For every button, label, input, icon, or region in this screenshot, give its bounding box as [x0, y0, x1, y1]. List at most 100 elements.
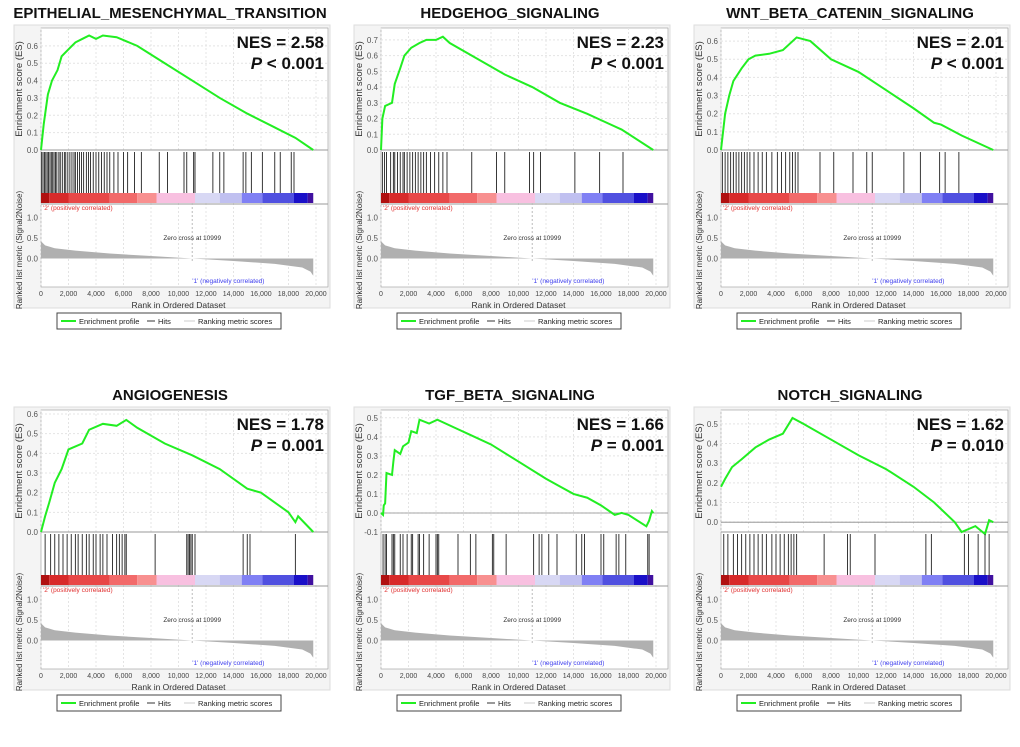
ranking-color-segment [449, 193, 478, 203]
p-value: < 0.001 [602, 54, 664, 73]
x-tick-label: 2,000 [740, 673, 758, 680]
ranking-color-segment [241, 575, 263, 585]
x-tick-label: 2,000 [740, 291, 758, 298]
x-tick-label: 16,000 [930, 673, 952, 680]
legend-hits-label: Hits [498, 317, 511, 326]
x-axis-label: Rank in Ordered Dataset [131, 300, 226, 310]
x-tick-label: 8,000 [142, 673, 160, 680]
legend-metric-label: Ranking metric scores [878, 699, 952, 708]
ranking-color-segment [496, 575, 535, 585]
ranking-color-segment [219, 575, 242, 585]
metric-tick-label: 0.5 [27, 234, 39, 243]
x-tick-label: 8,000 [142, 291, 160, 298]
metric-tick-label: 1.0 [27, 595, 39, 604]
p-symbol: P [591, 54, 603, 73]
ranking-color-segment [156, 575, 195, 585]
x-tick-label: 20,000 [985, 291, 1007, 298]
es-tick-label: 0.3 [707, 459, 719, 468]
x-tick-label: 20,000 [645, 291, 667, 298]
es-tick-label: 0.0 [27, 528, 39, 537]
x-axis-label: Rank in Ordered Dataset [811, 682, 906, 692]
x-tick-label: 10,000 [848, 291, 870, 298]
legend-box [736, 312, 962, 330]
x-tick-label: 10,000 [168, 291, 190, 298]
ranking-color-segment [602, 193, 634, 203]
x-tick-label: 18,000 [958, 673, 980, 680]
es-tick-label: 0.3 [27, 469, 39, 478]
chart-title: EPITHELIAL_MESENCHYMAL_TRANSITION [13, 5, 326, 22]
x-tick-label: 10,000 [508, 291, 530, 298]
ranking-color-segment [381, 193, 390, 203]
ranking-color-segment [748, 193, 790, 203]
negative-label: '1' (negatively correlated) [192, 278, 264, 285]
ranking-color-segment [449, 575, 478, 585]
es-tick-label: -0.1 [364, 528, 378, 537]
legend-hits-label: Hits [158, 317, 171, 326]
enrichment-profile-line [380, 418, 655, 528]
ranking-color-segment [241, 193, 263, 203]
ranking-color-segment [41, 575, 50, 585]
es-axis-label: Enrichment score (ES) [694, 41, 705, 137]
x-tick-label: 14,000 [563, 291, 585, 298]
metric-tick-label: 0.0 [27, 636, 39, 645]
es-tick-label: 0.6 [27, 410, 39, 419]
ranking-color-segment [389, 575, 409, 585]
plot-area [380, 27, 669, 288]
x-tick-label: 8,000 [482, 291, 500, 298]
x-tick-label: 0 [719, 673, 723, 680]
es-tick-label: 0.0 [367, 146, 379, 155]
metric-tick-label: 1.0 [27, 213, 39, 222]
ranking-metric-area [41, 623, 314, 658]
es-tick-label: 0.5 [27, 430, 39, 439]
metric-tick-label: 1.0 [707, 595, 719, 604]
x-tick-label: 4,000 [767, 291, 785, 298]
es-tick-label: 0.0 [27, 146, 39, 155]
enrichment-profile-line [720, 36, 994, 151]
p-value-label: P = 0.010 [931, 436, 1004, 455]
ranking-color-segment [559, 193, 582, 203]
x-tick-label: 0 [39, 291, 43, 298]
x-tick-label: 20,000 [985, 673, 1007, 680]
x-tick-label: 20,000 [305, 291, 327, 298]
legend-metric-label: Ranking metric scores [198, 699, 272, 708]
ranking-color-segment [974, 575, 988, 585]
es-tick-label: 0.2 [27, 111, 39, 120]
ranking-color-segment [477, 193, 497, 203]
legend-box [56, 312, 282, 330]
ranking-color-segment [789, 575, 818, 585]
ranking-color-segment [109, 193, 138, 203]
legend-hits-label: Hits [838, 699, 851, 708]
es-tick-label: 0.3 [27, 94, 39, 103]
x-tick-label: 16,000 [250, 291, 272, 298]
x-tick-label: 14,000 [223, 673, 245, 680]
nes-label: NES = 2.23 [577, 33, 664, 52]
es-tick-label: 0.4 [707, 440, 719, 449]
ranking-color-segment [634, 575, 648, 585]
ranking-color-segment [748, 575, 790, 585]
x-tick-label: 6,000 [455, 673, 473, 680]
es-tick-label: 0.6 [367, 52, 379, 61]
ranking-color-segment [195, 193, 220, 203]
es-tick-label: 0.7 [367, 36, 379, 45]
ranking-color-segment [817, 193, 837, 203]
chart-title: TGF_BETA_SIGNALING [425, 387, 595, 404]
x-tick-label: 2,000 [60, 291, 78, 298]
p-value: = 0.001 [602, 436, 664, 455]
metric-axis-label: Ranked list metric (Signal2Noise) [695, 573, 704, 692]
x-tick-label: 2,000 [60, 673, 78, 680]
legend-profile-label: Enrichment profile [79, 317, 139, 326]
x-tick-label: 8,000 [822, 673, 840, 680]
x-tick-label: 8,000 [822, 291, 840, 298]
x-tick-label: 12,000 [875, 291, 897, 298]
ranking-color-segment [496, 193, 535, 203]
legend-metric-label: Ranking metric scores [538, 699, 612, 708]
negative-label: '1' (negatively correlated) [532, 660, 604, 667]
es-tick-label: 0.4 [27, 77, 39, 86]
es-tick-label: 0.0 [367, 509, 379, 518]
gsea-panel-hedgehog: HEDGEHOG_SIGNALING 0.0 0.1 0.2 0.3 0.4 0.5 0.6 0… [340, 0, 680, 360]
metric-tick-label: 0.5 [27, 616, 39, 625]
ranking-color-segment [836, 193, 875, 203]
x-tick-label: 6,000 [115, 291, 133, 298]
es-tick-label: 0.1 [27, 508, 39, 517]
p-symbol: P [591, 436, 603, 455]
